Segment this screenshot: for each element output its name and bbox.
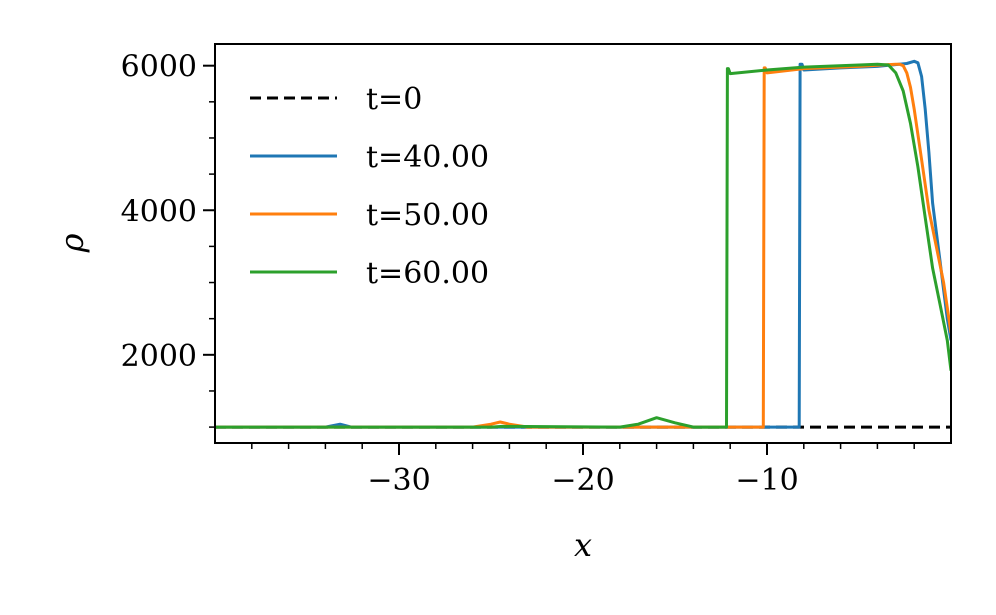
y-tick-label: 4000	[121, 194, 197, 229]
legend-label-0: t=0	[366, 82, 422, 117]
series-layer	[215, 59, 951, 429]
legend: t=0 t=40.00 t=50.00 t=60.00	[250, 82, 489, 291]
y-tick-label: 2000	[121, 339, 197, 374]
legend-label-3: t=60.00	[366, 256, 489, 291]
x-axis-ticks: −30 −20 −10	[251, 443, 915, 498]
plot-frame	[214, 43, 952, 444]
series-line-3	[215, 62, 951, 429]
x-tick-label: −20	[551, 463, 614, 498]
legend-label-1: t=40.00	[366, 140, 489, 175]
x-tick-label: −10	[735, 463, 798, 498]
y-tick-label: 6000	[121, 50, 197, 85]
x-axis-label: x	[574, 526, 592, 564]
x-tick-label: −30	[367, 463, 430, 498]
series-line-1	[215, 59, 951, 429]
y-axis-ticks: 2000 4000 6000	[121, 50, 215, 428]
legend-label-2: t=50.00	[366, 198, 489, 233]
y-axis-label: ρ	[53, 233, 91, 253]
series-line-2	[215, 62, 951, 429]
